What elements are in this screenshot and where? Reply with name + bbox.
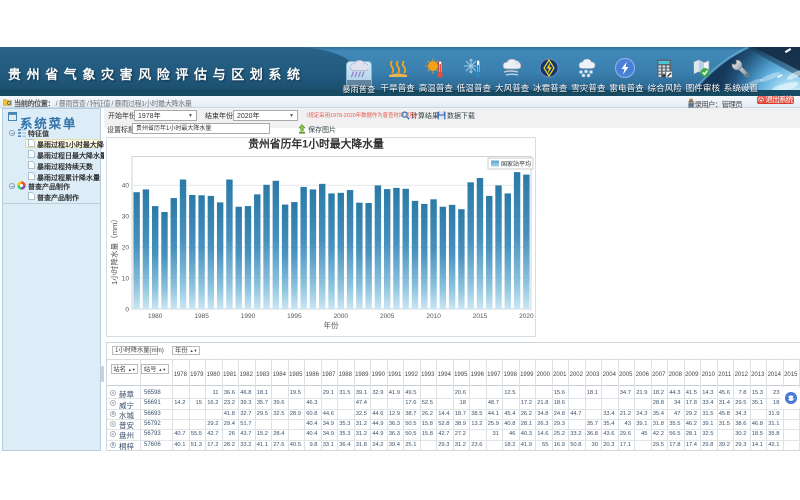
svg-text:国家站平均: 国家站平均: [501, 160, 531, 168]
svg-text:1小时降水量（mm）: 1小时降水量（mm）: [109, 214, 119, 284]
svg-text:20: 20: [122, 244, 130, 251]
svg-text:年份: 年份: [324, 320, 339, 330]
svg-text:1985: 1985: [194, 313, 209, 320]
svg-text:1995: 1995: [287, 313, 302, 320]
svg-text:2000: 2000: [334, 313, 349, 320]
svg-text:2010: 2010: [426, 313, 441, 320]
svg-text:1980: 1980: [148, 313, 163, 320]
svg-text:30: 30: [122, 213, 130, 220]
svg-text:0: 0: [125, 306, 129, 313]
svg-text:贵州省历年1小时最大降水量: 贵州省历年1小时最大降水量: [248, 138, 384, 151]
svg-text:40: 40: [122, 182, 130, 189]
svg-text:2020: 2020: [519, 313, 534, 320]
svg-text:10: 10: [122, 275, 130, 282]
svg-text:2005: 2005: [380, 313, 395, 320]
svg-text:2015: 2015: [473, 313, 488, 320]
svg-text:1990: 1990: [241, 313, 256, 320]
